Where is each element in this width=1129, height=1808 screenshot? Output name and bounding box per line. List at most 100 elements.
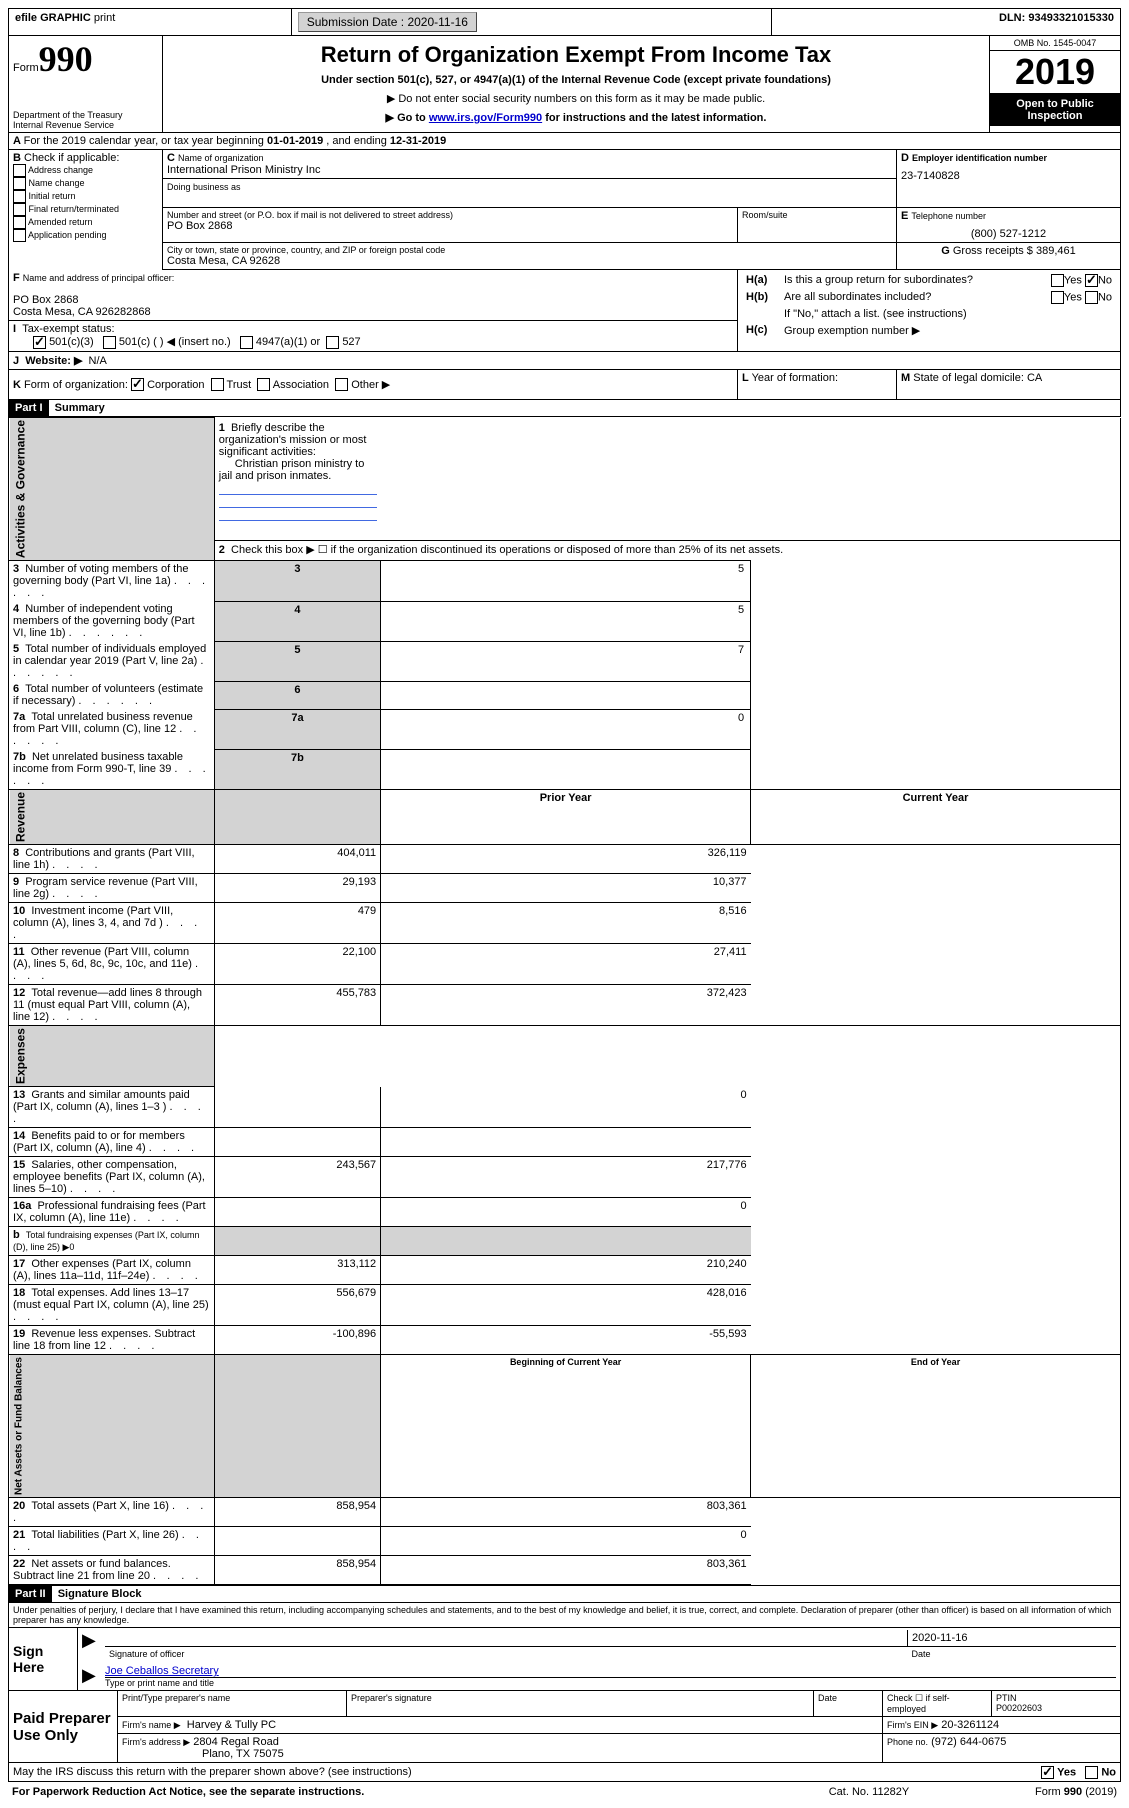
ptin: P00202603: [996, 1703, 1042, 1713]
dln: DLN: 93493321015330: [802, 9, 1120, 36]
officer-name-link[interactable]: Joe Ceballos Secretary: [105, 1665, 219, 1677]
dept-irs: Internal Revenue Service: [13, 120, 158, 130]
preparer-phone: (972) 644-0675: [931, 1736, 1006, 1748]
pra-notice: For Paperwork Reduction Act Notice, see …: [8, 1784, 785, 1800]
d-label: Employer identification number: [912, 153, 1047, 163]
note-ssn: ▶ Do not enter social security numbers o…: [169, 92, 983, 105]
b-option-checkbox[interactable]: [13, 216, 26, 229]
omb: OMB No. 1545-0047: [990, 36, 1120, 51]
form-label: Form: [13, 62, 39, 74]
trust-checkbox[interactable]: [211, 378, 224, 391]
efile-label: efile GRAPHIC print: [9, 9, 292, 36]
date-label: Date: [908, 1647, 1117, 1662]
other-checkbox[interactable]: [335, 378, 348, 391]
sig-date: 2020-11-16: [908, 1630, 1117, 1647]
vlabel-nab: Net Assets or Fund Balances: [9, 1355, 215, 1498]
4947-checkbox[interactable]: [240, 336, 253, 349]
firm-name: Harvey & Tully PC: [187, 1719, 276, 1731]
ein: 23-7140828: [901, 170, 1116, 182]
sign-here-label: Sign Here: [9, 1628, 78, 1691]
website: N/A: [89, 355, 107, 367]
submission-button[interactable]: Submission Date : 2020-11-16: [298, 12, 477, 32]
part1-table: Activities & Governance 1 Briefly descri…: [8, 417, 1121, 1585]
domicile-state: CA: [1027, 372, 1042, 384]
dept-treasury: Department of the Treasury: [13, 110, 158, 120]
suite-label: Room/suite: [738, 208, 897, 243]
q2: Check this box ▶ ☐ if the organization d…: [231, 544, 783, 556]
pp-sig-label: Preparer's signature: [347, 1691, 814, 1717]
corp-checkbox[interactable]: [131, 378, 144, 391]
form-header: Form990 Department of the Treasury Inter…: [8, 36, 1121, 133]
b-option-checkbox[interactable]: [13, 190, 26, 203]
hb-yes-checkbox[interactable]: [1051, 291, 1064, 304]
sig-officer-label: Signature of officer: [105, 1647, 908, 1662]
501c-checkbox[interactable]: [103, 336, 116, 349]
city-state-zip: Costa Mesa, CA 92628: [167, 255, 892, 267]
pp-self-employed: Check ☐ if self-employed: [883, 1691, 992, 1717]
tax-year: 2019: [990, 51, 1120, 94]
k-label: Form of organization:: [24, 379, 128, 391]
form-title: Return of Organization Exempt From Incom…: [169, 42, 983, 68]
hb-label: Are all subordinates included?: [780, 289, 998, 306]
col-boy: Beginning of Current Year: [381, 1355, 751, 1498]
l-label: Year of formation:: [752, 372, 838, 384]
ha-no-checkbox[interactable]: [1085, 274, 1098, 287]
mission: Christian prison ministry to jail and pr…: [219, 458, 365, 482]
col-eoy: End of Year: [751, 1355, 1121, 1498]
ptin-label: PTIN: [996, 1693, 1017, 1703]
part2-header: Part II Signature Block: [8, 1585, 1121, 1603]
firm-ein: 20-3261124: [941, 1719, 999, 1731]
ha-yes-checkbox[interactable]: [1051, 274, 1064, 287]
firm-addr1: 2804 Regal Road: [193, 1736, 279, 1748]
irs-link[interactable]: www.irs.gov/Form990: [429, 112, 542, 124]
sign-here-block: Sign Here ▶ 2020-11-16 Signature of offi…: [8, 1628, 1121, 1691]
top-toolbar: efile GRAPHIC print Submission Date : 20…: [8, 8, 1121, 36]
name-title-label: Type or print name and title: [105, 1678, 1116, 1688]
discuss-yes-checkbox[interactable]: [1041, 1766, 1054, 1779]
vlabel-ag: Activities & Governance: [9, 418, 215, 561]
addr-label: Number and street (or P.O. box if mail i…: [167, 210, 733, 220]
vlabel-rev: Revenue: [9, 790, 215, 845]
cat-no: Cat. No. 11282Y: [785, 1784, 953, 1800]
col-current-year: Current Year: [751, 790, 1121, 845]
col-prior-year: Prior Year: [381, 790, 751, 845]
firm-addr2: Plano, TX 75075: [122, 1748, 284, 1760]
org-name: International Prison Ministry Inc: [167, 164, 892, 176]
q1: Briefly describe the organization's miss…: [219, 422, 367, 458]
perjury-text: Under penalties of perjury, I declare th…: [8, 1603, 1121, 1628]
open-public: Open to PublicInspection: [990, 94, 1120, 126]
discuss-no-checkbox[interactable]: [1085, 1766, 1098, 1779]
hc-label: Group exemption number ▶: [780, 322, 1116, 339]
paid-preparer-label: Paid Preparer Use Only: [9, 1691, 118, 1763]
f-label: Name and address of principal officer:: [23, 273, 174, 283]
g-label: Gross receipts $: [953, 245, 1033, 257]
hb-note: If "No," attach a list. (see instruction…: [780, 306, 1116, 322]
paid-preparer-block: Paid Preparer Use Only Print/Type prepar…: [8, 1691, 1121, 1763]
b-option-checkbox[interactable]: [13, 229, 26, 242]
dba-label: Doing business as: [167, 182, 241, 192]
telephone: (800) 527-1212: [901, 228, 1116, 240]
b-label: Check if applicable:: [24, 152, 119, 164]
vlabel-exp: Expenses: [9, 1026, 215, 1087]
b-option-checkbox[interactable]: [13, 164, 26, 177]
info-grid: B Check if applicable: Address change Na…: [8, 150, 1121, 400]
ha-label: Is this a group return for subordinates?: [780, 272, 998, 289]
row-a: A For the 2019 calendar year, or tax yea…: [8, 133, 1121, 150]
assoc-checkbox[interactable]: [257, 378, 270, 391]
c-name-label: Name of organization: [178, 153, 264, 163]
firm-addr-label: Firm's address ▶: [122, 1737, 190, 1747]
note-url: ▶ Go to www.irs.gov/Form990 for instruct…: [169, 111, 983, 124]
firm-name-label: Firm's name ▶: [122, 1720, 181, 1730]
firm-ein-label: Firm's EIN ▶: [887, 1720, 938, 1730]
e-label: Telephone number: [911, 211, 986, 221]
b-option-checkbox[interactable]: [13, 177, 26, 190]
discuss-row: May the IRS discuss this return with the…: [8, 1763, 1121, 1782]
pp-name-label: Print/Type preparer's name: [118, 1691, 347, 1717]
527-checkbox[interactable]: [326, 336, 339, 349]
part1-header: Part I Summary: [8, 400, 1121, 417]
officer-addr2: Costa Mesa, CA 926282868: [13, 306, 733, 318]
501c3-checkbox[interactable]: [33, 336, 46, 349]
form-subtitle: Under section 501(c), 527, or 4947(a)(1)…: [169, 74, 983, 86]
b-option-checkbox[interactable]: [13, 203, 26, 216]
hb-no-checkbox[interactable]: [1085, 291, 1098, 304]
